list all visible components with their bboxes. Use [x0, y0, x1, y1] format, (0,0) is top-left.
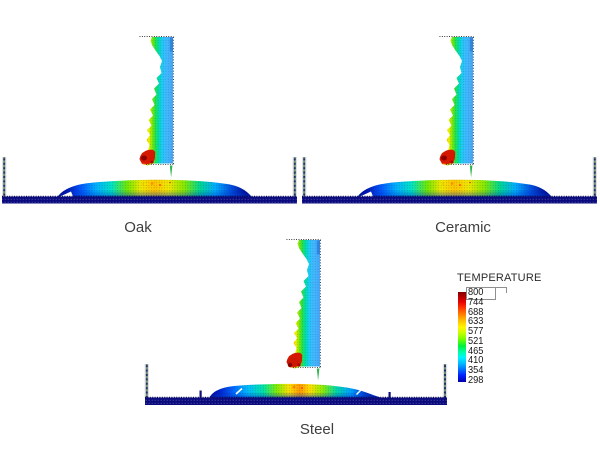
ceramic-temperature-field: [302, 37, 597, 204]
legend-tick: 633: [468, 315, 484, 328]
steel-temperature-field: [144, 240, 448, 405]
legend-tick: 298: [468, 373, 484, 386]
legend-tick: 800: [468, 286, 484, 298]
legend-colorbar: [458, 292, 466, 382]
legend-title: TEMPERATURE: [457, 272, 542, 284]
panel-label-steel: Steel: [299, 421, 335, 438]
oak-temperature-field: [2, 37, 297, 204]
legend-tick: 577: [468, 325, 484, 338]
legend-tick: 410: [468, 354, 484, 367]
legend-tick-labels: 800 744 688 633 577 521 465 410 354 298: [468, 286, 486, 386]
legend-tick: 688: [468, 305, 484, 318]
legend-tick: 521: [468, 334, 484, 347]
legend-tick: 465: [468, 344, 484, 357]
legend-tick: 354: [468, 364, 484, 377]
legend-tick: 744: [468, 295, 484, 308]
temperature-legend: TEMPERATURE 800 744 688 633 577 521 465 …: [455, 272, 580, 391]
panel-label-oak: Oak: [124, 219, 152, 236]
panel-label-ceramic: Ceramic: [435, 219, 491, 236]
legend-highlight-leader: [494, 286, 507, 293]
legend-highlight-box: [465, 286, 496, 300]
